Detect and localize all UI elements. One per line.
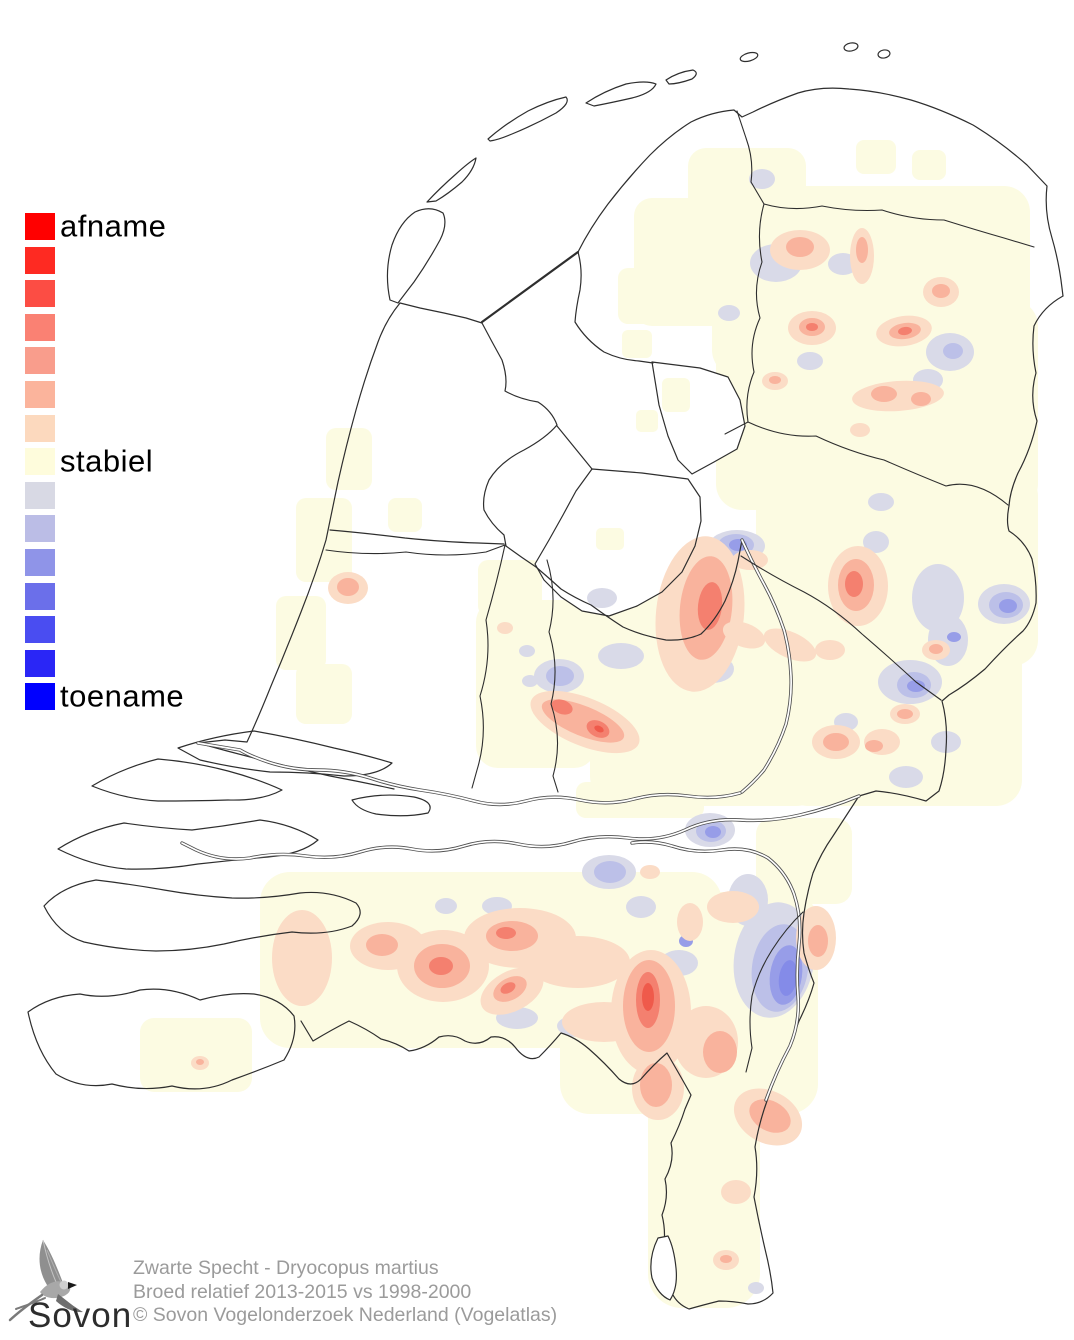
logo-wordmark: Sovon <box>28 1296 133 1335</box>
swallow-icon <box>8 1239 83 1322</box>
legend-swatch <box>25 280 55 308</box>
noordzeekanaal <box>329 529 505 545</box>
houtribdijk <box>556 425 593 470</box>
wadden-islands <box>386 42 891 304</box>
province-borders <box>325 110 1035 1073</box>
northholland-head <box>399 302 483 324</box>
legend-row <box>25 616 55 644</box>
north-coast <box>577 87 1064 297</box>
afsluitdijk <box>480 250 580 324</box>
legend-swatch <box>25 616 55 644</box>
legend-row <box>25 548 55 576</box>
northholland-west-coast <box>197 302 401 744</box>
sovon-logo: Sovon <box>6 1232 136 1336</box>
legend: afname stabiel toename <box>25 208 184 717</box>
legend-label: toename <box>60 678 185 714</box>
legend-row <box>25 582 55 610</box>
delta-islands <box>43 730 431 952</box>
german-belgian-border-south <box>300 795 860 1310</box>
rivers <box>180 538 861 1102</box>
legend-row <box>25 481 55 509</box>
german-border-north <box>858 295 1064 802</box>
friesland-west-coast <box>574 251 654 364</box>
legend-row <box>25 414 55 442</box>
legend-label: afname <box>60 207 167 243</box>
randmeer-shore <box>505 539 743 641</box>
legend-row <box>25 280 55 308</box>
polder-masks <box>535 362 745 616</box>
legend-row <box>25 347 55 375</box>
legend-row <box>25 515 55 543</box>
legend-swatch <box>25 683 55 711</box>
legend-row: afname <box>25 208 166 243</box>
map-caption: Zwarte Specht - Dryocopus martius Broed … <box>133 1257 557 1328</box>
legend-swatch <box>25 481 55 509</box>
legend-label: stabiel <box>60 442 154 478</box>
limburg-enclave <box>650 1235 677 1301</box>
legend-swatch <box>25 246 55 274</box>
legend-swatch <box>25 347 55 375</box>
decrease-blobs <box>191 228 959 1270</box>
noordoostpolder <box>651 361 746 475</box>
legend-swatch <box>25 582 55 610</box>
legend-row <box>25 313 55 341</box>
legend-row: stabiel <box>25 443 153 478</box>
caption-period: Broed relatief 2013-2015 vs 1998-2000 <box>133 1280 472 1303</box>
legend-swatch <box>25 380 55 408</box>
flevoland <box>534 468 702 617</box>
increase-blobs <box>435 169 1030 1294</box>
legend-swatch <box>25 548 55 576</box>
legend-swatch <box>25 414 55 442</box>
coastline <box>27 42 1064 1310</box>
legend-swatch <box>25 213 55 240</box>
legend-swatch <box>25 313 55 341</box>
caption-copyright: © Sovon Vogelonderzoek Nederland (Vogela… <box>133 1304 558 1326</box>
legend-row <box>25 380 55 408</box>
legend-swatch <box>25 515 55 543</box>
legend-swatch <box>25 649 55 677</box>
choropleth-layer <box>140 140 1038 1308</box>
caption-species: Zwarte Specht - Dryocopus martius <box>133 1257 439 1279</box>
legend-row <box>25 649 55 677</box>
ijsselmeer-west-shore <box>481 322 558 547</box>
legend-row <box>25 246 55 274</box>
zeeuws-vlaanderen <box>27 988 296 1090</box>
legend-row: toename <box>25 678 184 713</box>
legend-swatch <box>25 448 55 476</box>
